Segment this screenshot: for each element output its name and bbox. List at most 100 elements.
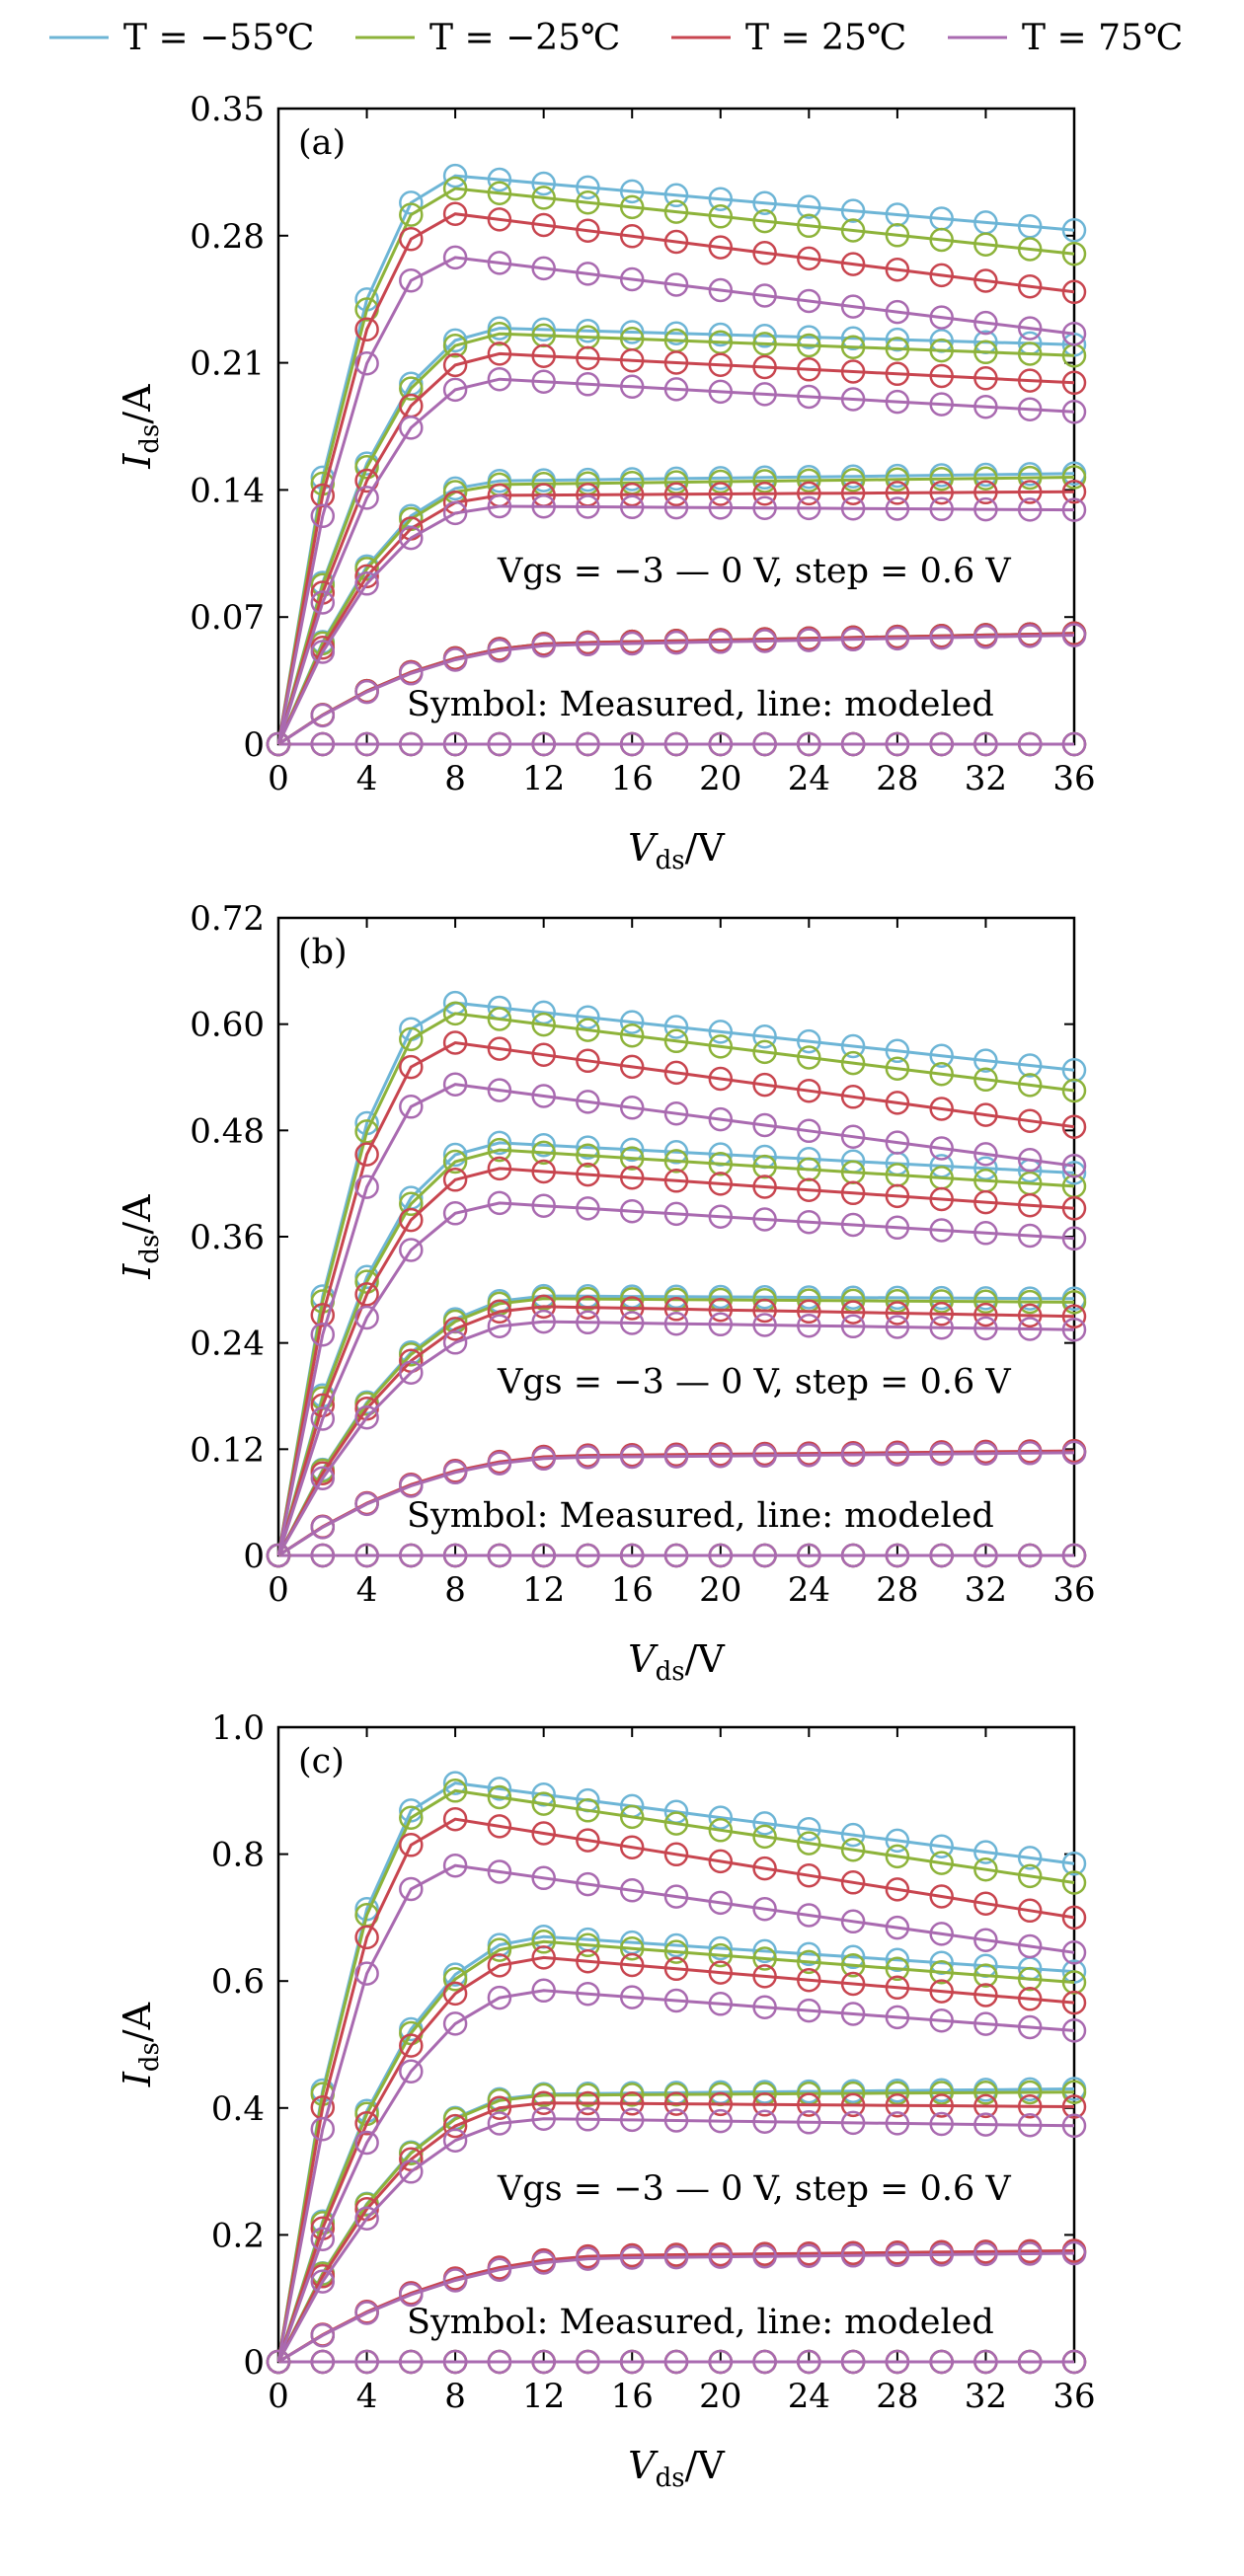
y-tick-label: 0.24 (190, 1325, 265, 1364)
measured-point-p0-vgs1-s3-x1 (310, 703, 336, 728)
measured-point-p0-vgs4-s3-x0 (266, 731, 291, 757)
measured-point-p2-vgs4-s3-x8 (619, 1878, 645, 1903)
measured-point-p0-vgs3-s1-x11 (752, 332, 777, 356)
y-tick-label: 0.8 (211, 1836, 265, 1875)
measured-point-p2-vgs4-s1-x13 (840, 1837, 866, 1862)
measured-point-p1-vgs3-s2-x4 (442, 1168, 468, 1192)
measured-point-p2-vgs4-s1-x5 (487, 1784, 512, 1810)
measured-point-p0-vgs2-s1-x11 (752, 469, 777, 493)
measured-point-p2-vgs1-s3-x8 (619, 2245, 645, 2270)
measured-point-p1-vgs4-s3-x13 (840, 1124, 866, 1149)
measured-point-p2-vgs3-s0-x13 (840, 1944, 866, 1970)
measured-point-p0-vgs2-s2-x15 (929, 480, 954, 505)
measured-point-p2-vgs3-s2-x5 (487, 1953, 512, 1978)
measured-point-p1-vgs2-s1-x7 (576, 1286, 600, 1312)
measured-point-p1-vgs4-s1-x9 (663, 1028, 689, 1054)
measured-point-p0-vgs1-s3-x13 (840, 627, 866, 652)
y-tick-label: 0.07 (190, 598, 265, 638)
measured-point-p0-vgs4-s1-x15 (929, 227, 954, 253)
measured-point-p1-vgs4-s1-x18 (1061, 1078, 1087, 1103)
measured-point-p1-vgs1-s3-x6 (531, 1446, 556, 1472)
measured-point-p1-vgs4-s1-x11 (752, 1039, 777, 1065)
measured-point-p2-vgs1-s3-x5 (487, 2257, 512, 2282)
modeled-line-p2-vgs3-s2 (276, 1955, 1075, 2363)
measured-point-p0-vgs2-s1-x14 (885, 467, 910, 492)
x-tick-label: 28 (876, 1570, 918, 1610)
measured-point-p1-vgs4-s2-x3 (399, 1054, 424, 1080)
measured-point-p1-vgs4-s1-x15 (929, 1061, 954, 1087)
measured-point-p1-vgs0-s3-x11 (752, 1543, 777, 1568)
measured-point-p1-vgs2-s1-x15 (929, 1289, 954, 1314)
x-tick-label: 16 (611, 1570, 654, 1610)
measured-point-p0-vgs4-s2-x9 (663, 229, 689, 255)
modeled-line-p1-vgs3-s3 (276, 1201, 1075, 1556)
measured-point-p0-vgs4-s3-x15 (929, 305, 954, 330)
measured-point-p0-vgs1-s3-x11 (752, 629, 777, 653)
measured-point-p1-vgs4-s1-x7 (576, 1018, 600, 1042)
measured-point-p2-vgs4-s2-x2 (354, 1925, 379, 1950)
measured-point-p1-vgs4-s2-x10 (708, 1066, 734, 1092)
measured-point-p2-vgs0-s3-x9 (663, 2349, 689, 2375)
measured-point-p1-vgs3-s3-x3 (399, 1238, 424, 1262)
measured-point-p0-vgs2-s1-x2 (354, 557, 379, 581)
measured-point-p2-vgs4-s0-x10 (708, 1805, 734, 1830)
modeled-line-p1-vgs2-s1 (276, 1297, 1075, 1556)
measured-point-p0-vgs0-s3-x16 (973, 731, 998, 757)
measured-point-p2-vgs4-s2-x6 (531, 1821, 556, 1846)
measured-point-p0-vgs0-s3-x2 (354, 731, 379, 757)
measured-point-p1-vgs0-s3-x4 (442, 1543, 468, 1568)
measured-point-p2-vgs4-s1-x8 (619, 1804, 645, 1830)
measured-point-p1-vgs2-s2-x8 (619, 1296, 645, 1321)
measured-point-p2-vgs4-s3-x6 (531, 1865, 556, 1891)
measured-point-p1-vgs4-s3-x16 (973, 1142, 998, 1167)
measured-point-p0-vgs2-s2-x10 (708, 482, 734, 506)
measured-point-p1-vgs3-s2-x3 (399, 1207, 424, 1233)
y-tick-label: 0.4 (211, 2089, 265, 2129)
measured-point-p1-vgs2-s3-x14 (885, 1315, 910, 1339)
measured-point-p2-vgs0-s3-x3 (399, 2349, 424, 2375)
measured-point-p2-vgs3-s1-x12 (797, 1949, 821, 1975)
measured-point-p2-vgs3-s1-x9 (663, 1939, 689, 1964)
measured-point-p2-vgs3-s3-x14 (885, 2005, 910, 2030)
measured-point-p1-vgs3-s0-x7 (576, 1135, 600, 1160)
measured-point-p0-vgs0-s3-x18 (1061, 731, 1087, 757)
measured-point-p2-vgs0-s3-x7 (576, 2349, 600, 2375)
measured-point-p1-vgs3-s3-x9 (663, 1201, 689, 1227)
measured-point-p2-vgs4-s0-x15 (929, 1834, 954, 1858)
measured-point-p2-vgs4-s1-x12 (797, 1831, 821, 1856)
measured-point-p2-vgs4-s2-x5 (487, 1814, 512, 1839)
measured-point-p0-vgs1-s3-x18 (1061, 623, 1087, 647)
measured-point-p1-vgs4-s1-x12 (797, 1045, 821, 1070)
measured-point-p0-vgs4-s0-x5 (487, 167, 512, 192)
measured-point-p1-vgs4-s2-x9 (663, 1060, 689, 1086)
measured-point-p2-vgs4-s3-x2 (354, 1961, 379, 1986)
measured-point-p2-vgs2-s2-x17 (1017, 2093, 1043, 2119)
legend: T = −55℃ T = −25℃ T = 25℃ T = 75℃ (49, 18, 1183, 58)
x-axis-label: Vds/V (628, 1637, 725, 1687)
measured-point-p0-vgs2-s1-x12 (797, 468, 821, 493)
measured-point-p2-vgs3-s3-x16 (973, 2011, 998, 2036)
measured-point-p2-vgs3-s0-x11 (752, 1938, 777, 1964)
measured-point-p0-vgs4-s2-x14 (885, 257, 910, 282)
measured-point-p0-vgs4-s3-x8 (619, 266, 645, 292)
vgs-annotation: Vgs = −3 — 0 V, step = 0.6 V (497, 552, 1011, 591)
measured-point-p1-vgs0-s3-x10 (708, 1543, 734, 1568)
legend-label-t-minus-55: T = −55℃ (123, 18, 314, 58)
measured-point-p0-vgs4-s2-x3 (399, 226, 424, 252)
measured-point-p1-vgs0-s3-x7 (576, 1543, 600, 1568)
measured-point-p0-vgs3-s2-x13 (840, 359, 866, 384)
measured-point-p2-vgs3-s1-x6 (531, 1930, 556, 1954)
measured-point-p0-vgs4-s1-x14 (885, 223, 910, 248)
measured-point-p0-vgs4-s1-x12 (797, 213, 821, 239)
y-tick-label: 0.14 (190, 471, 265, 510)
measured-point-p0-vgs1-s3-x15 (929, 625, 954, 650)
measured-point-p0-vgs3-s2-x8 (619, 347, 645, 373)
measured-point-p2-vgs0-s3-x8 (619, 2349, 645, 2375)
measured-point-p1-vgs3-s1-x5 (487, 1137, 512, 1163)
modeled-line-p1-vgs4-s3 (276, 1083, 1075, 1556)
measured-point-p1-vgs2-s3-x10 (708, 1312, 734, 1337)
measured-point-p0-vgs3-s3-x15 (929, 392, 954, 417)
measured-point-p0-vgs4-s1-x4 (442, 176, 468, 201)
measured-point-p2-vgs3-s3-x18 (1061, 2018, 1087, 2043)
x-tick-label: 28 (876, 759, 918, 798)
